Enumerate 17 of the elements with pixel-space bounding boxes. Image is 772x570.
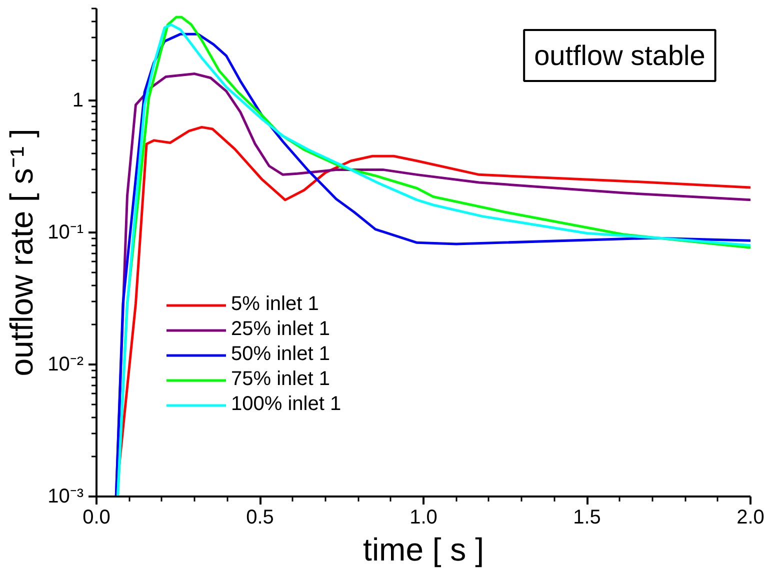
y-tick-label: 10⁻³	[48, 486, 84, 508]
legend-label: 25% inlet 1	[231, 318, 330, 341]
x-tick-label: 1.5	[573, 506, 601, 528]
annotation: outflow stable	[534, 40, 706, 72]
x-tick-label: 2.0	[736, 506, 764, 528]
legend-label: 50% inlet 1	[231, 343, 330, 366]
legend-label: 100% inlet 1	[231, 393, 342, 416]
y-tick-label: 10⁻¹	[48, 222, 84, 244]
y-axis-title: outflow rate [ s⁻¹ ]	[4, 128, 40, 376]
legend-label: 75% inlet 1	[231, 368, 330, 391]
x-axis-title: time [ s ]	[363, 532, 484, 568]
legend-label: 5% inlet 1	[231, 293, 319, 316]
x-tick-label: 0.5	[246, 506, 274, 528]
y-tick-label: 10⁻²	[48, 354, 84, 376]
y-tick-label: 1	[72, 90, 84, 112]
x-tick-label: 1.0	[410, 506, 438, 528]
x-tick-label: 0.0	[82, 506, 110, 528]
